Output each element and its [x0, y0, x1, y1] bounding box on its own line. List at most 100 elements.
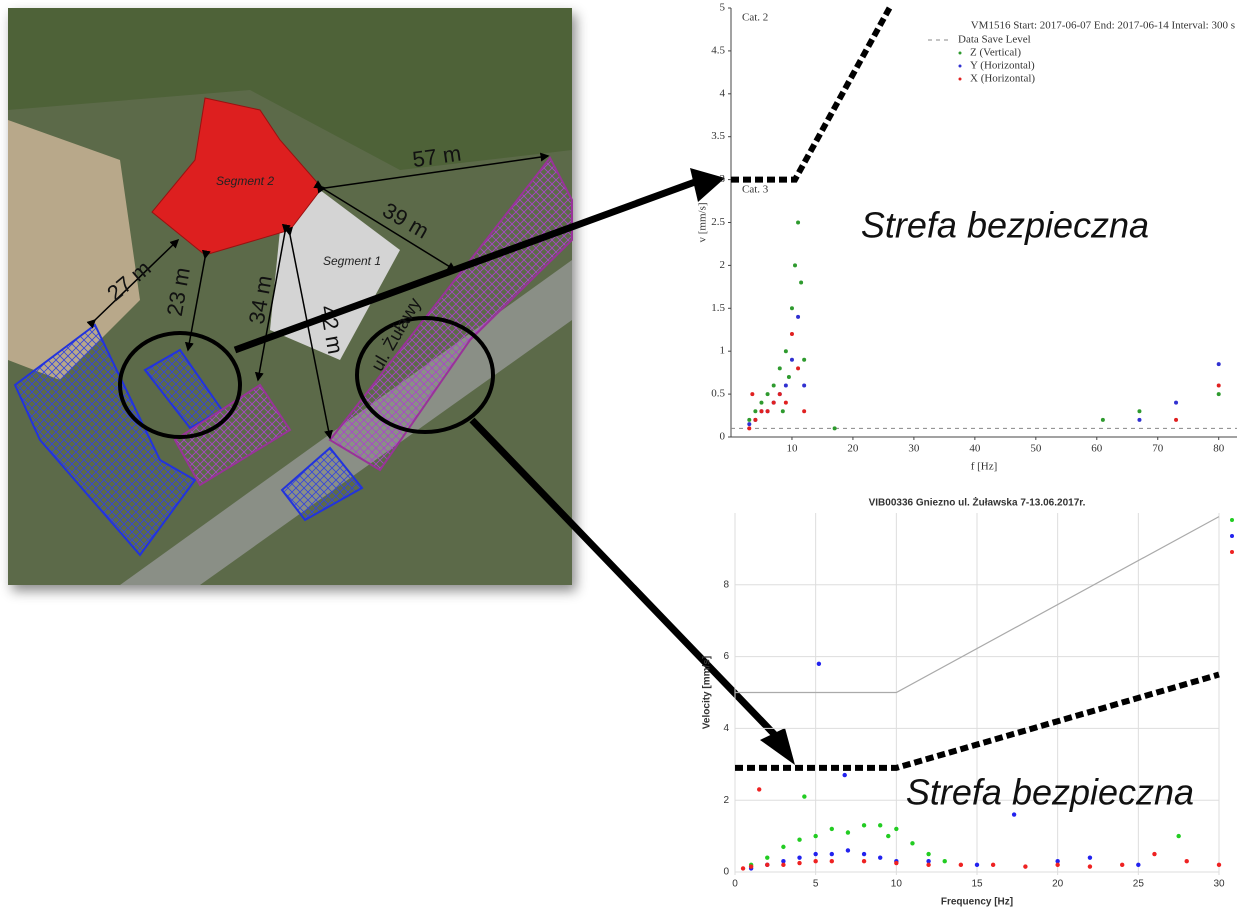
- legend-swatch: [959, 52, 962, 55]
- y-tick-label: 4: [720, 87, 726, 99]
- data-point: [741, 866, 745, 870]
- x-tick-label: 10: [786, 443, 798, 455]
- legend-swatch: [959, 78, 962, 81]
- data-point: [910, 841, 914, 845]
- data-point: [843, 773, 847, 777]
- x-tick-label: 15: [971, 879, 983, 890]
- data-point: [1137, 409, 1141, 413]
- data-point: [926, 863, 930, 867]
- x-tick-label: 20: [847, 443, 859, 455]
- data-point: [1152, 852, 1156, 856]
- y-tick-label: 8: [723, 579, 729, 590]
- data-point: [772, 384, 776, 388]
- data-point: [1174, 401, 1178, 405]
- annotation: Strefa bezpieczna: [861, 205, 1149, 246]
- data-point: [750, 392, 754, 396]
- data-point: [862, 859, 866, 863]
- data-point: [796, 366, 800, 370]
- data-point: [943, 859, 947, 863]
- x-tick-label: 60: [1091, 443, 1103, 455]
- data-point: [1120, 863, 1124, 867]
- data-point: [991, 863, 995, 867]
- legend-swatch: [1230, 534, 1234, 538]
- data-point: [747, 418, 751, 422]
- data-point: [862, 823, 866, 827]
- data-point: [1174, 418, 1178, 422]
- x-tick-label: 10: [891, 879, 903, 890]
- data-point: [793, 263, 797, 267]
- x-tick-label: 70: [1152, 443, 1164, 455]
- data-point: [1023, 864, 1027, 868]
- x-axis-label: f [Hz]: [971, 461, 998, 473]
- data-point: [926, 852, 930, 856]
- data-point: [790, 306, 794, 310]
- y-tick-label: 0.5: [711, 388, 725, 400]
- data-point: [1217, 384, 1221, 388]
- data-point: [1137, 418, 1141, 422]
- x-tick-label: 0: [732, 879, 738, 890]
- y-tick-label: 3.5: [711, 130, 725, 142]
- data-point: [797, 837, 801, 841]
- data-point: [784, 384, 788, 388]
- data-point: [797, 855, 801, 859]
- data-point: [886, 834, 890, 838]
- y-tick-label: 2: [720, 259, 726, 271]
- data-point: [813, 834, 817, 838]
- data-point: [766, 409, 770, 413]
- data-point: [862, 852, 866, 856]
- data-point: [799, 281, 803, 285]
- data-point: [784, 401, 788, 405]
- x-tick-label: 20: [1052, 879, 1064, 890]
- page: Segment 2 Segment 1 57 m 39 m 27 m 23 m …: [0, 0, 1239, 908]
- data-point: [830, 859, 834, 863]
- data-point: [796, 315, 800, 319]
- data-point: [817, 662, 821, 666]
- data-point: [765, 855, 769, 859]
- data-point: [765, 863, 769, 867]
- x-tick-label: 30: [1213, 879, 1225, 890]
- y-tick-label: 4: [723, 723, 729, 734]
- data-point: [749, 864, 753, 868]
- data-point: [802, 409, 806, 413]
- data-point: [1136, 863, 1140, 867]
- legend-swatch: [1230, 518, 1234, 522]
- data-point: [790, 332, 794, 336]
- legend-title: VM1516 Start: 2017-06-07 End: 2017-06-14…: [971, 20, 1235, 32]
- legend-label: Z (Vertical): [970, 47, 1021, 59]
- data-point: [846, 848, 850, 852]
- data-point: [778, 392, 782, 396]
- y-tick-label: 4.5: [711, 44, 725, 56]
- y-axis-label: Velocity [mm/s]: [702, 656, 713, 729]
- data-point: [830, 852, 834, 856]
- y-tick-label: 2.5: [711, 216, 725, 228]
- data-point: [781, 863, 785, 867]
- data-point: [772, 401, 776, 405]
- y-tick-label: 1: [720, 345, 726, 357]
- data-point: [1088, 864, 1092, 868]
- data-point: [781, 845, 785, 849]
- data-point: [759, 401, 763, 405]
- data-point: [766, 392, 770, 396]
- y-tick-label: 6: [723, 651, 729, 662]
- data-point: [747, 426, 751, 430]
- data-point: [784, 349, 788, 353]
- legend-label: X (Horizontal): [970, 73, 1035, 85]
- data-point: [833, 426, 837, 430]
- data-point: [1217, 392, 1221, 396]
- x-tick-label: 5: [813, 879, 819, 890]
- legend-label: Data Save Level: [958, 34, 1031, 46]
- data-point: [747, 422, 751, 426]
- x-tick-label: 40: [969, 443, 981, 455]
- data-point: [759, 409, 763, 413]
- data-point: [846, 830, 850, 834]
- data-point: [753, 409, 757, 413]
- data-point: [757, 787, 761, 791]
- map: Segment 2 Segment 1 57 m 39 m 27 m 23 m …: [8, 8, 572, 585]
- data-point: [1217, 863, 1221, 867]
- x-tick-label: 80: [1213, 443, 1225, 455]
- data-point: [1185, 859, 1189, 863]
- data-point: [781, 409, 785, 413]
- data-point: [796, 221, 800, 225]
- data-point: [878, 823, 882, 827]
- legend-swatch: [1230, 550, 1234, 554]
